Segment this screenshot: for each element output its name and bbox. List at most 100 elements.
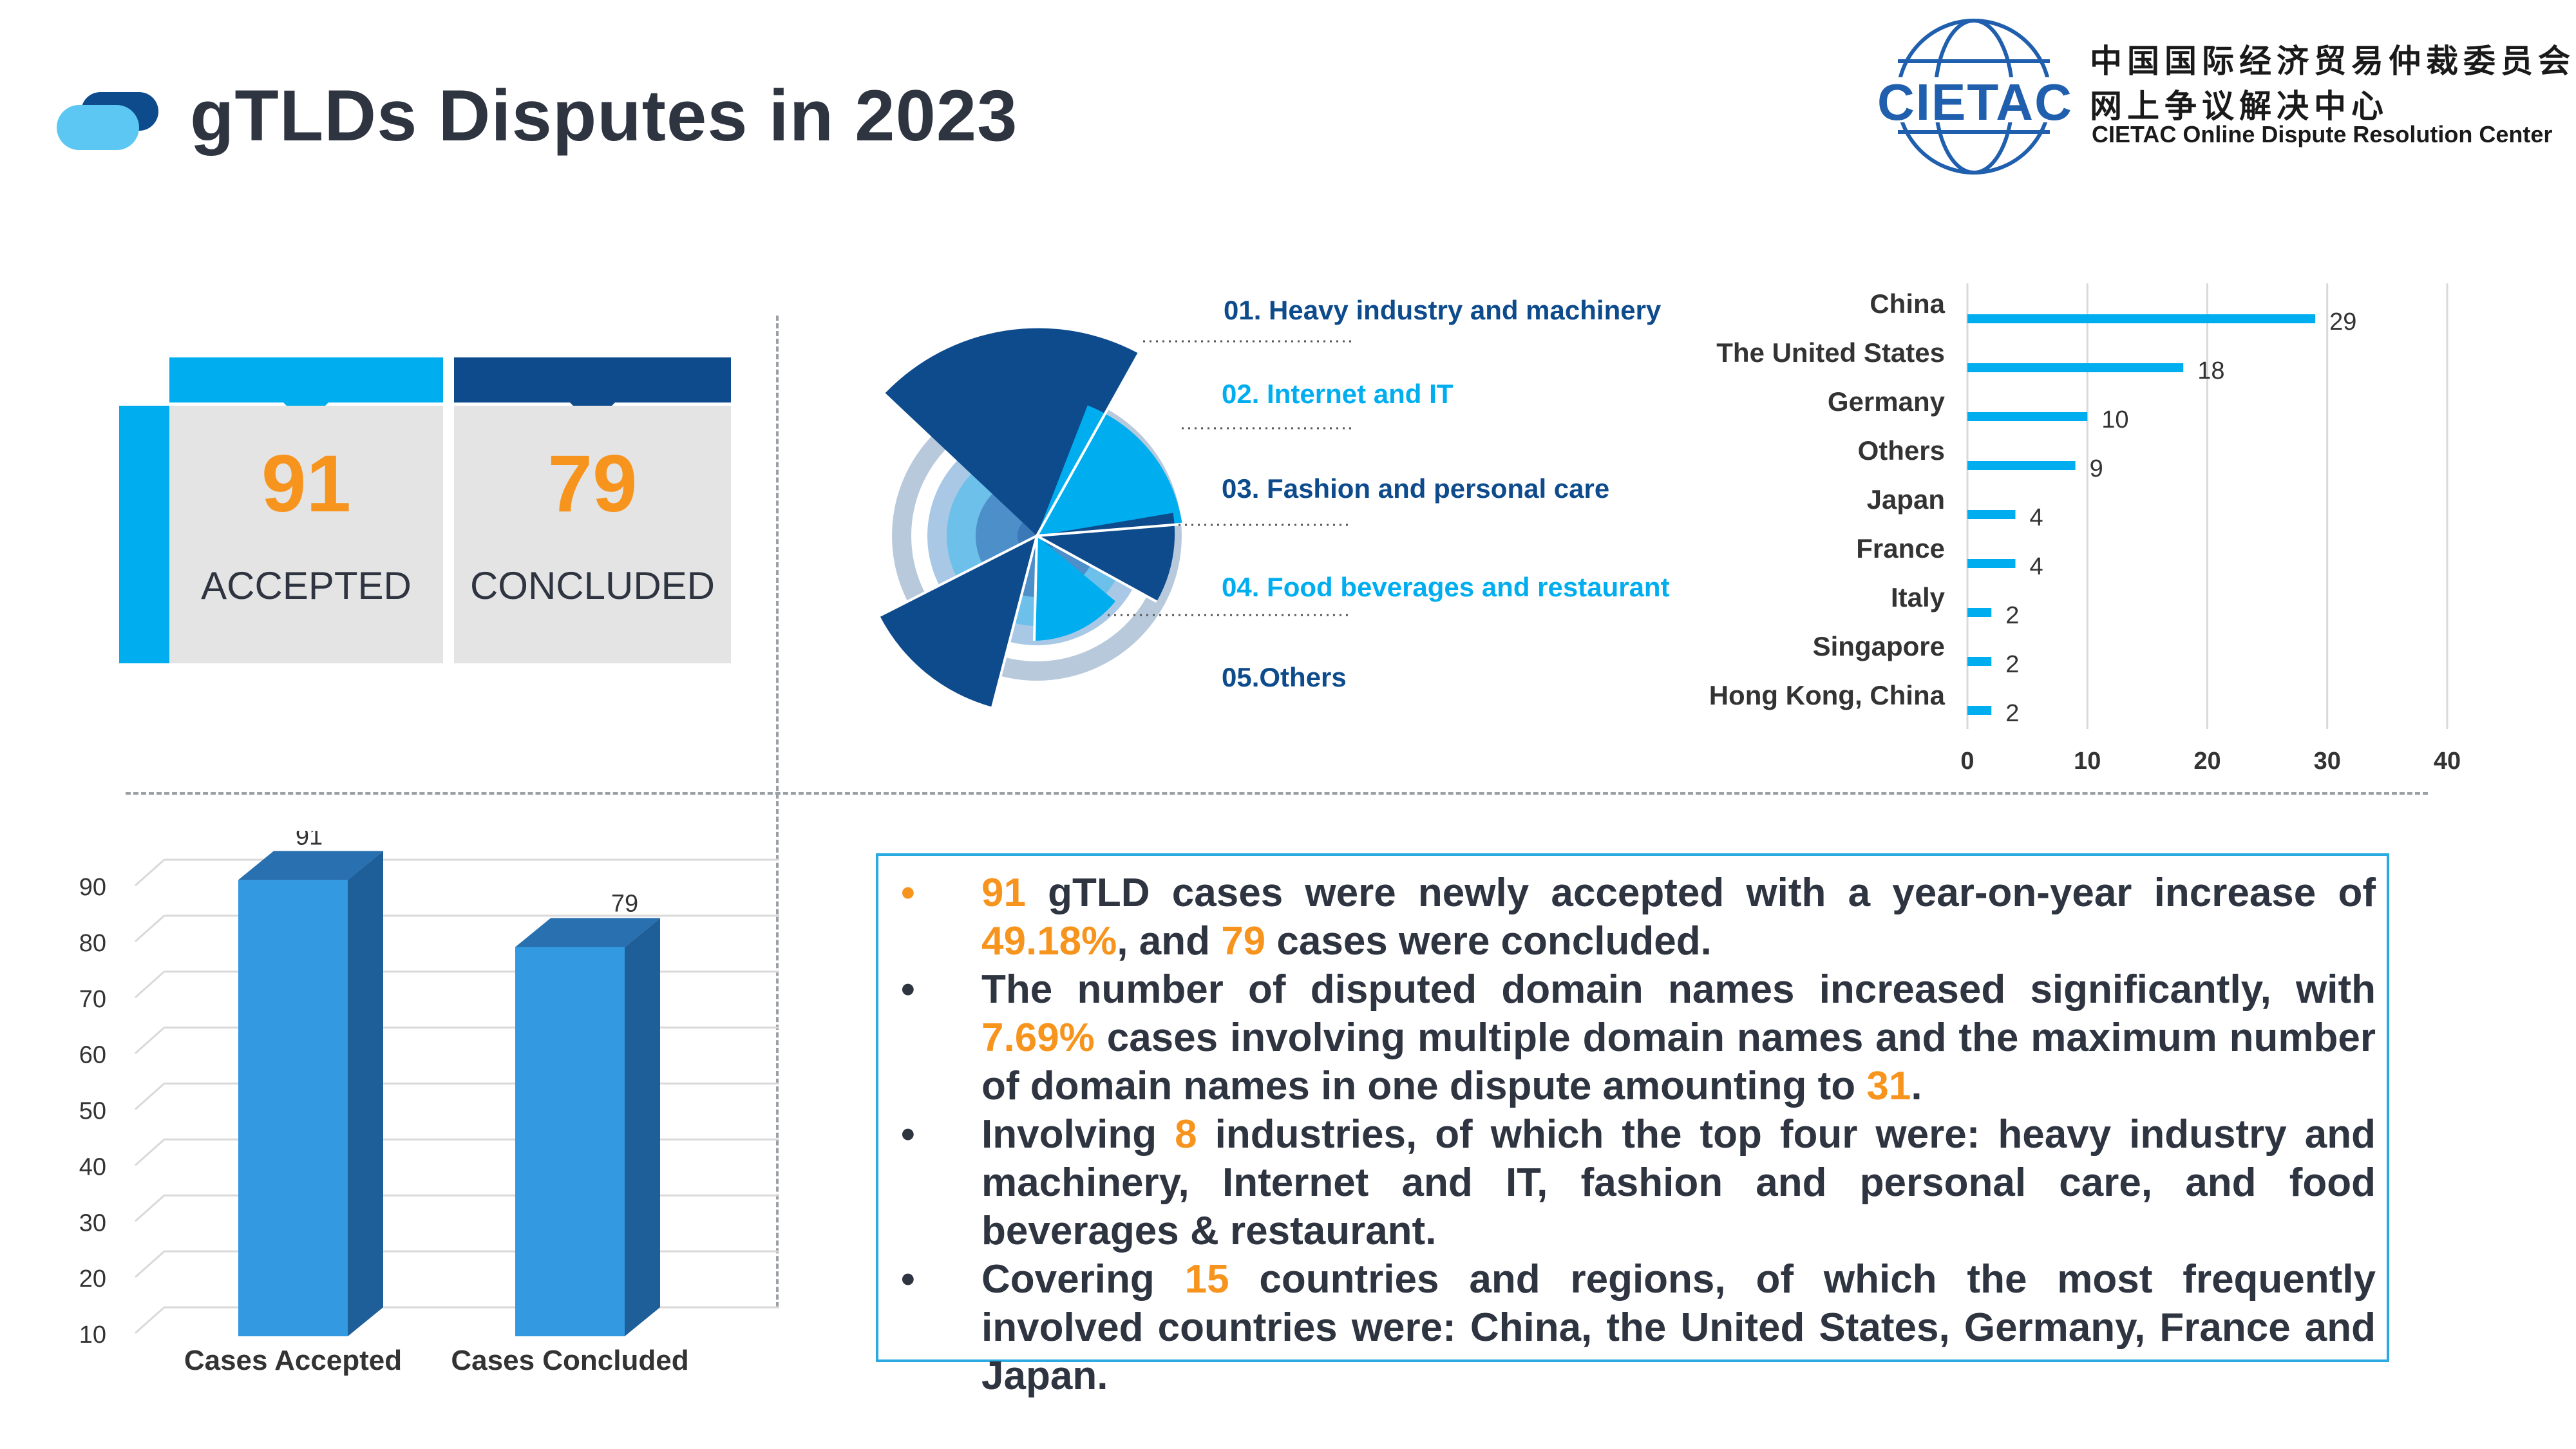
country-value-label: 4 xyxy=(2030,553,2043,580)
country-label: Hong Kong, China xyxy=(1709,680,1946,710)
accepted-value: 91 xyxy=(261,439,352,529)
country-value-label: 10 xyxy=(2101,406,2128,433)
card-side-accent xyxy=(119,406,169,663)
industry-label-4: 04. Food beverages and restaurant xyxy=(1222,572,1670,602)
y-tick-label: 20 xyxy=(79,1265,106,1293)
y-gridline-floor xyxy=(135,914,165,942)
rose-sector-others xyxy=(880,536,1037,707)
y-gridline-floor xyxy=(135,858,165,887)
country-bar xyxy=(1967,706,1992,715)
cietac-logo: CIETAC xyxy=(1877,16,2083,180)
y-tick-label: 80 xyxy=(79,930,106,957)
country-value-label: 2 xyxy=(2005,700,2019,727)
capsule-icon xyxy=(57,92,158,150)
x-tick-label: 20 xyxy=(2193,748,2221,775)
industry-label-3: 03. Fashion and personal care xyxy=(1222,473,1610,504)
y-tick-label: 60 xyxy=(79,1042,106,1069)
accepted-card: 91 ACCEPTED xyxy=(169,406,443,663)
accepted-header-bar xyxy=(169,357,443,402)
summary-bullet-3: • Involving 8 industries, of which the t… xyxy=(901,1110,2376,1255)
bullet-dot-icon: • xyxy=(901,1257,915,1302)
country-bar xyxy=(1967,461,2076,470)
concluded-header-bar xyxy=(454,357,731,402)
y-gridline-floor xyxy=(135,1139,165,1166)
y-tick-label: 70 xyxy=(79,986,106,1013)
country-bar xyxy=(1967,559,2016,568)
rose-sector-fashion xyxy=(1037,513,1175,602)
summary-bullet-4: • Covering 15 countries and regions, of … xyxy=(901,1255,2376,1400)
y-gridline-floor xyxy=(135,1195,165,1222)
rose-sector-internet-it xyxy=(1037,405,1182,536)
country-value-label: 2 xyxy=(2005,602,2019,629)
bar-value-label: 79 xyxy=(611,891,638,918)
title-decoration xyxy=(57,92,160,150)
summary-bullet-2: • The number of disputed domain names in… xyxy=(901,965,2376,1110)
y-tick-label: 40 xyxy=(79,1153,106,1180)
country-bar xyxy=(1967,608,1992,617)
globe-logo-icon xyxy=(1877,19,2083,175)
country-label: Others xyxy=(1858,435,1945,466)
summary-bullet-1: • 91 gTLD cases were newly accepted with… xyxy=(901,869,2376,965)
country-label: Japan xyxy=(1867,484,1945,515)
y-gridline-floor xyxy=(135,971,165,998)
x-tick-label: 30 xyxy=(2314,748,2341,775)
rose-sector-food xyxy=(1034,536,1115,641)
bullet-dot-icon: • xyxy=(901,967,915,1012)
concluded-card: 79 CONCLUDED xyxy=(454,406,731,663)
bullet-dot-icon: • xyxy=(901,871,915,915)
country-bar xyxy=(1967,363,2184,372)
summary-box: • 91 gTLD cases were newly accepted with… xyxy=(876,853,2389,1398)
rose-sector-heavy-industry xyxy=(885,328,1139,536)
bar-side xyxy=(348,851,383,1336)
country-label: Singapore xyxy=(1813,631,1945,661)
org-name-cn-2: 网上争议解决中心 xyxy=(2090,88,2389,125)
y-tick-label: 30 xyxy=(79,1209,106,1236)
country-bar xyxy=(1967,657,1992,666)
bar-front xyxy=(238,880,348,1336)
bar-top xyxy=(515,918,660,947)
y-gridline-floor xyxy=(135,1083,165,1110)
country-bar xyxy=(1967,510,2016,519)
country-value-label: 29 xyxy=(2329,308,2356,336)
x-tick-label: 40 xyxy=(2434,748,2461,775)
vertical-divider xyxy=(776,316,779,1307)
bar-value-label: 91 xyxy=(296,831,323,850)
page-title: gTLDs Disputes in 2023 xyxy=(190,75,1018,156)
country-label: China xyxy=(1870,289,1945,319)
accepted-label: ACCEPTED xyxy=(201,564,412,607)
logo-text: CIETAC xyxy=(1877,73,2073,131)
country-label: Italy xyxy=(1891,582,1946,612)
category-label: Cases Concluded xyxy=(451,1345,688,1376)
x-tick-label: 10 xyxy=(2074,748,2101,775)
bar-front xyxy=(515,947,625,1336)
country-bar xyxy=(1967,314,2316,323)
y-gridline-floor xyxy=(135,1251,165,1278)
industry-label-2: 02. Internet and IT xyxy=(1222,379,1454,409)
country-value-label: 2 xyxy=(2005,651,2019,678)
y-gridline-floor xyxy=(135,1306,165,1334)
country-value-label: 4 xyxy=(2030,504,2043,531)
x-tick-label: 0 xyxy=(1960,748,1974,775)
country-value-label: 18 xyxy=(2197,357,2224,384)
country-bar xyxy=(1967,412,2088,421)
industry-rose-chart xyxy=(879,328,1352,708)
stats-panel: 91 ACCEPTED 79 CONCLUDED xyxy=(119,357,731,663)
concluded-label: CONCLUDED xyxy=(469,564,715,607)
y-tick-label: 50 xyxy=(79,1098,106,1125)
y-tick-label: 10 xyxy=(79,1321,106,1349)
country-label: The United States xyxy=(1716,337,1945,368)
concluded-value: 79 xyxy=(547,439,638,529)
country-value-label: 9 xyxy=(2090,455,2103,482)
cases-3d-bar-chart: 10 20 30 40 50 60 70 80 90 91 Cases Accepted 79 Case… xyxy=(79,831,779,1376)
bullet-dot-icon: • xyxy=(901,1112,915,1157)
industry-label-5: 05.Others xyxy=(1222,662,1347,692)
category-label: Cases Accepted xyxy=(184,1345,402,1376)
org-name-en: CIETAC Online Dispute Resolution Center xyxy=(2092,121,2553,147)
y-tick-label: 90 xyxy=(79,874,106,901)
bar-top xyxy=(238,851,383,880)
country-label: Germany xyxy=(1828,386,1946,417)
bar-side xyxy=(625,918,660,1336)
y-gridline-floor xyxy=(135,1027,165,1054)
org-name-cn-1: 中国国际经济贸易仲裁委员会 xyxy=(2090,43,2575,80)
